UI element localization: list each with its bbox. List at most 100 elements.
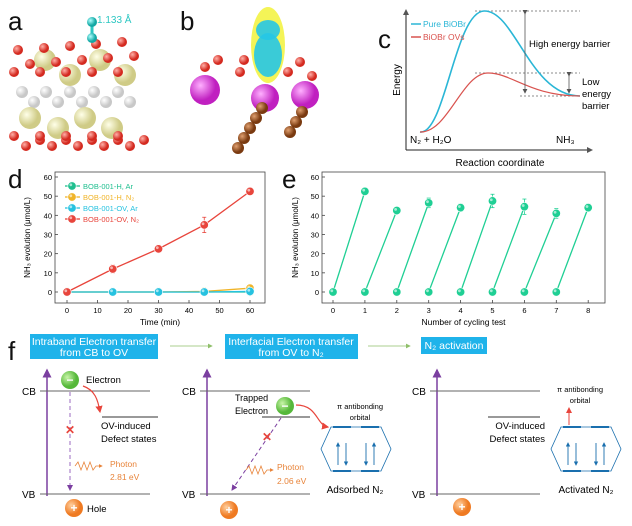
step-box-3: N₂ activation (421, 337, 487, 354)
y-tick-label: 30 (44, 231, 52, 240)
oxygen-atom (235, 67, 245, 77)
data-point (392, 206, 402, 216)
data-point-highlight (155, 289, 159, 293)
chain-atom (238, 132, 250, 144)
orbital-1: orbital (350, 413, 371, 422)
step-3-label: N₂ activation (425, 340, 484, 352)
bromine-atom (76, 96, 88, 108)
step-2-line-1: Interfacial Electron transfer (228, 336, 354, 348)
oxygen-atom (9, 67, 19, 77)
orbital-0: π antibonding (557, 385, 603, 394)
oxygen-atom (239, 55, 249, 65)
hole-ball (220, 501, 238, 519)
data-point-highlight (201, 289, 205, 293)
legend-marker (67, 192, 77, 202)
bromine-atom (100, 96, 112, 108)
data-point-highlight (458, 205, 461, 208)
low-barrier-label-1: Low (582, 77, 600, 88)
bromine-atom (52, 96, 64, 108)
cycle-line (491, 206, 526, 293)
trapped-1: Electron (235, 406, 268, 416)
panel-label-c: c (378, 24, 391, 54)
data-point-highlight (362, 188, 366, 192)
electron-transfer-arrow (295, 404, 330, 430)
data-point-highlight (585, 205, 589, 208)
y-tick-label: 40 (44, 211, 52, 220)
low-barrier-label-3: barrier (582, 101, 609, 112)
oxygen-atom (307, 71, 317, 81)
y-tick-label: 30 (311, 231, 319, 240)
step-box-2: Interfacial Electron transfer from OV to… (225, 334, 358, 359)
cycle-line (332, 191, 366, 293)
pure-biobr-curve (419, 10, 581, 133)
oxygen-atom (113, 67, 123, 77)
defect-1: Defect states (490, 434, 546, 445)
data-point (424, 287, 434, 297)
panel-label-b: b (180, 6, 194, 36)
low-barrier-label-2: energy (582, 89, 611, 100)
data-point-highlight (110, 289, 113, 293)
chain-atom (250, 112, 262, 124)
data-point (245, 286, 255, 296)
y-tick-label: 50 (44, 192, 52, 201)
panel-label-d: d (8, 164, 22, 194)
x-axis-label: Number of cycling test (421, 317, 506, 327)
chart-e: 0 10 20 30 40 50 60 0 1 2 3 4 5 6 7 8 Number of cycling … (291, 171, 606, 327)
chain-atom (296, 106, 308, 118)
chain-atom (290, 116, 302, 128)
oxygen-atom (117, 37, 127, 47)
hole-ball-sign: + (70, 501, 77, 515)
y-tick-label: 50 (311, 192, 319, 201)
reaction-axis-label: Reaction coordinate (456, 158, 545, 169)
orbital-0: π antibonding (337, 402, 383, 411)
data-point (328, 287, 338, 297)
oxygen-atom (61, 131, 71, 141)
step-box-1: Intraband Electron transfer from CB to O… (30, 334, 158, 359)
x-tick-label: 3 (427, 306, 431, 315)
trapped-0: Trapped (235, 393, 268, 403)
data-point-highlight (553, 210, 557, 214)
y-tick-label: 10 (311, 269, 319, 278)
high-barrier-label: High energy barrier (529, 39, 610, 50)
bismuth-atom (74, 107, 96, 129)
legend-pure-biobr: Pure BiOBr (423, 19, 466, 29)
electron: Electron (86, 375, 121, 386)
x-tick-label: 50 (215, 306, 223, 315)
bromine-atom (16, 86, 28, 98)
x-tick-label: 40 (185, 306, 193, 315)
y-tick-label: 60 (311, 173, 319, 182)
oxygen-atom (35, 131, 45, 141)
data-point-highlight (394, 289, 397, 293)
data-point-highlight (489, 289, 493, 293)
hole-ball (453, 498, 471, 516)
defect-0: OV-induced (495, 421, 545, 432)
plot-frame (321, 171, 606, 304)
chain-atom (284, 126, 296, 138)
photon-wave-icon (74, 460, 103, 472)
oxygen-atom (213, 55, 223, 65)
data-point (551, 287, 561, 297)
bromine-atom (124, 96, 136, 108)
oxygen-atom (65, 41, 75, 51)
legend-label: BOB-001-H, Ar (83, 182, 134, 191)
defect-0: OV-induced (101, 421, 151, 432)
bond-length-label: 1.133 Å (97, 13, 132, 26)
legend-label: BOB-001-OV, N₂ (83, 215, 139, 224)
oxygen-atom (39, 43, 49, 53)
x-tick-label: 8 (586, 306, 590, 315)
data-point-highlight (489, 198, 493, 202)
oxygen-atom (295, 57, 305, 67)
bromine-atom (112, 86, 124, 98)
photon-wave-icon (245, 464, 274, 476)
legend-marker-highlight (69, 183, 73, 187)
data-point (108, 287, 118, 297)
oxygen-atom (21, 141, 31, 151)
trapped-electron-ball (276, 397, 294, 415)
oxygen-atom (35, 67, 45, 77)
data-point (199, 220, 209, 230)
hole-ball-sign: + (225, 503, 232, 517)
legend-label: BOB-001-H, N₂ (83, 193, 134, 202)
nitrogen-atom (87, 33, 97, 43)
panel-label-e: e (282, 164, 296, 194)
